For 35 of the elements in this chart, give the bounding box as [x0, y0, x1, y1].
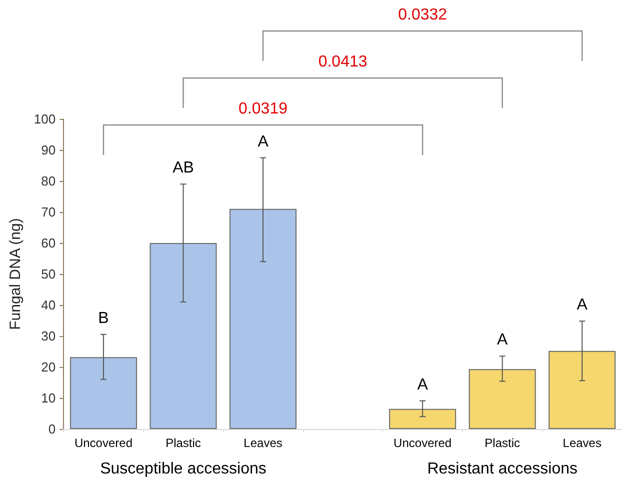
bar [150, 243, 217, 429]
bar [548, 350, 616, 429]
y-tick-label: 50 [41, 266, 56, 282]
y-tick-label: 70 [41, 204, 56, 220]
x-tick-label: Uncovered [394, 436, 452, 450]
annotation: A [417, 376, 428, 394]
y-tick-label: 80 [41, 174, 56, 188]
bar [230, 208, 297, 429]
text: 0.0332 [398, 6, 448, 24]
x-tick-label: Leaves [562, 436, 602, 450]
annotation: A [497, 332, 508, 349]
annotation: AB [172, 160, 194, 177]
bar [389, 408, 456, 429]
x-tick-label: Plastic [484, 436, 520, 450]
text: 0.0413 [318, 54, 368, 70]
y-tick-label: 10 [41, 390, 56, 406]
text: Resistant accessions [427, 460, 578, 478]
annotation: A [258, 133, 269, 150]
y-tick-label: 100 [34, 112, 56, 126]
text: 0.0319 [238, 100, 288, 118]
bar [70, 357, 137, 429]
x-tick-label: Plastic [166, 436, 201, 450]
y-tick-label: 90 [41, 142, 56, 158]
x-tick-label: Uncovered [74, 436, 132, 450]
y-axis-title: Fungal DNA (ng) [7, 218, 24, 330]
x-tick-label: Leaves [244, 436, 282, 450]
y-tick-label: 60 [41, 236, 56, 250]
y-tick-label: 20 [41, 360, 56, 374]
bar [468, 369, 536, 429]
text: Susceptible accessions [100, 460, 266, 478]
y-tick-label: 0 [48, 422, 56, 436]
annotation: A [576, 296, 588, 314]
y-tick-label: 30 [41, 328, 56, 344]
annotation: B [98, 310, 109, 327]
y-tick-label: 40 [41, 298, 56, 312]
